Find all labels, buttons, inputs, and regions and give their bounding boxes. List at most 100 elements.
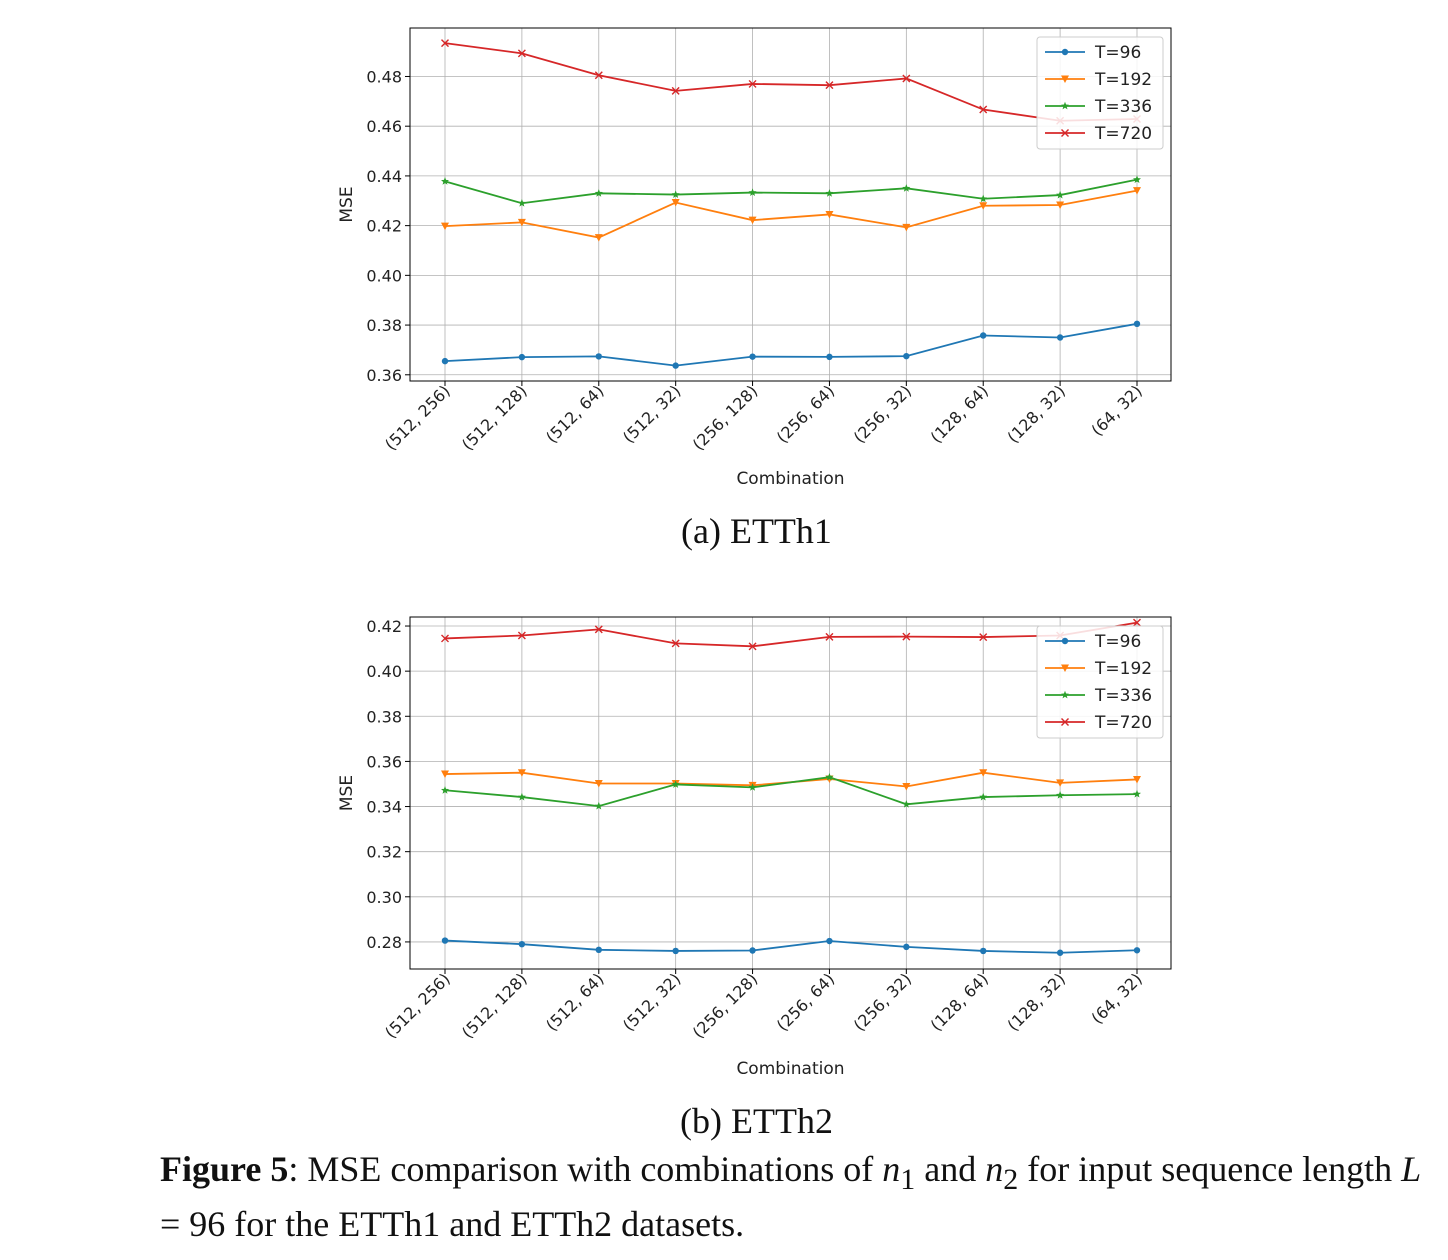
data-point xyxy=(903,943,910,951)
data-point xyxy=(672,947,679,955)
data-point xyxy=(517,792,526,801)
data-point xyxy=(825,81,834,90)
legend: T=96 T=192 T=336 T=720 xyxy=(1036,625,1164,739)
y-tick-label: 0.40 xyxy=(366,266,402,285)
data-point xyxy=(979,792,988,801)
x-tick-label: (512, 128) xyxy=(458,381,531,454)
series-line xyxy=(444,189,1138,239)
data-point xyxy=(671,199,680,207)
series-t-192 xyxy=(441,187,1141,242)
data-point xyxy=(748,783,757,791)
grid xyxy=(410,28,1171,381)
data-point xyxy=(979,194,988,203)
data-point xyxy=(749,353,756,360)
series-line xyxy=(444,42,1138,122)
data-point xyxy=(979,202,988,210)
series-line xyxy=(444,178,1138,205)
figure-caption: Figure 5: MSE comparison with combinatio… xyxy=(160,1147,1430,1246)
data-point xyxy=(979,633,988,642)
data-point xyxy=(1056,201,1065,209)
data-point xyxy=(1133,320,1141,328)
x-tick-label: (128, 64) xyxy=(927,969,992,1034)
x-tick-label: (256, 128) xyxy=(689,381,762,454)
x-axis-label: Combination xyxy=(736,469,844,489)
data-point xyxy=(441,222,449,231)
caption-text-2: and xyxy=(915,1149,986,1189)
legend: T=96 T=192 T=336 T=720 xyxy=(1036,36,1164,150)
data-point xyxy=(595,353,602,360)
data-point xyxy=(1133,789,1141,798)
series-t-720 xyxy=(441,39,1141,125)
data-point xyxy=(980,947,987,955)
data-point xyxy=(594,625,603,634)
series-t-96 xyxy=(441,320,1141,369)
caption-sub-1: 1 xyxy=(900,1163,916,1197)
data-point xyxy=(825,189,834,197)
data-point xyxy=(902,74,911,83)
series-line xyxy=(444,771,1138,788)
y-tick-label: 0.32 xyxy=(366,843,402,862)
x-tick-label: (256, 128) xyxy=(689,969,762,1042)
legend-marker xyxy=(1061,718,1069,726)
data-point xyxy=(825,210,834,219)
x-tick-label: (256, 32) xyxy=(850,381,915,446)
legend-label: T=336 xyxy=(1094,97,1152,117)
data-point xyxy=(517,199,526,207)
data-point xyxy=(1056,949,1064,956)
series-t-336 xyxy=(441,773,1141,810)
y-tick-label: 0.28 xyxy=(366,933,402,952)
x-tick-label: (128, 64) xyxy=(927,381,992,446)
data-point xyxy=(441,357,449,365)
data-point xyxy=(517,49,526,58)
y-tick-label: 0.48 xyxy=(366,67,402,86)
data-point xyxy=(517,218,526,227)
y-tick-label: 0.40 xyxy=(366,662,402,681)
data-point xyxy=(594,234,603,242)
series-line xyxy=(444,322,1138,367)
series-t-192 xyxy=(441,769,1141,791)
legend-marker xyxy=(1061,101,1069,110)
data-point xyxy=(748,642,757,651)
x-tick-label: (512, 256) xyxy=(381,969,454,1042)
x-tick-label: (128, 32) xyxy=(1003,969,1068,1034)
data-point xyxy=(671,639,680,648)
y-tick-label: 0.36 xyxy=(366,752,402,771)
data-point xyxy=(595,946,602,954)
legend-marker xyxy=(1061,48,1069,56)
data-point xyxy=(671,190,680,198)
data-point xyxy=(1133,187,1141,195)
data-point xyxy=(825,632,834,641)
data-point xyxy=(749,947,756,954)
data-point xyxy=(1133,775,1141,784)
data-point xyxy=(902,223,911,232)
y-tick-label: 0.30 xyxy=(366,888,402,907)
x-tick-label: (512, 32) xyxy=(619,969,684,1034)
subcaption-a: (a) ETTh1 xyxy=(681,511,832,551)
caption-var-l: L xyxy=(1401,1149,1422,1189)
data-point xyxy=(903,352,910,360)
y-tick-label: 0.42 xyxy=(366,617,402,636)
data-point xyxy=(441,786,449,794)
legend-box xyxy=(1036,36,1164,150)
caption-text-4: = 96 for the ETTh1 and ETTh2 datasets. xyxy=(160,1204,745,1245)
legend-label: T=720 xyxy=(1094,124,1152,144)
data-point xyxy=(441,39,449,48)
data-point xyxy=(594,780,603,788)
caption-var-n1: n xyxy=(882,1149,901,1189)
data-point xyxy=(902,782,911,791)
x-tick-label: (512, 64) xyxy=(542,969,607,1034)
series-t-720 xyxy=(441,618,1141,651)
legend-label: T=96 xyxy=(1094,43,1141,63)
y-tick-label: 0.46 xyxy=(366,117,402,136)
data-point xyxy=(748,188,757,196)
caption-label: Figure 5 xyxy=(160,1149,289,1189)
series-line xyxy=(444,621,1138,648)
x-tick-label: (512, 256) xyxy=(381,381,454,454)
x-tick-label: (512, 64) xyxy=(542,381,607,446)
y-tick-label: 0.38 xyxy=(366,316,402,335)
x-tick-label: (256, 32) xyxy=(850,969,915,1034)
legend-marker xyxy=(1061,690,1069,699)
data-point xyxy=(826,937,833,945)
data-point xyxy=(979,769,988,777)
